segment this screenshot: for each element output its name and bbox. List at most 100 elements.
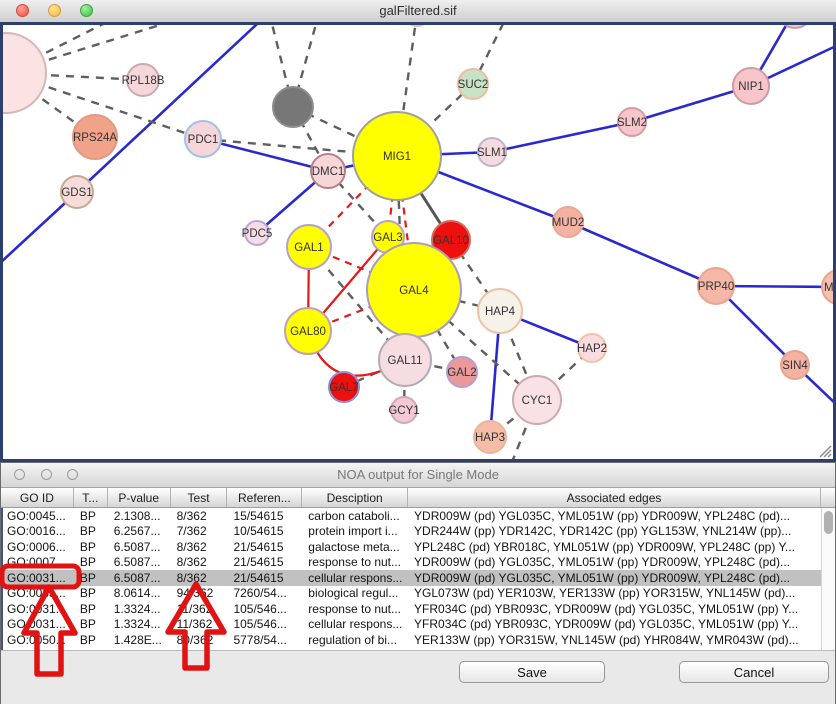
column-header-reference[interactable]: Referen... (227, 488, 303, 507)
cell-type: BP (79, 539, 96, 554)
cell-type: BP (79, 508, 96, 523)
column-header-p-value[interactable]: P-value (108, 488, 171, 507)
cell-associated-edges: YDR009W (pd) YGL035C, YML051W (pp) YDR00… (414, 555, 790, 570)
node-label: MUD2 (552, 217, 585, 229)
zoom-button[interactable] (80, 4, 93, 17)
network-edge (510, 399, 539, 462)
network-node-slm1[interactable] (477, 137, 507, 167)
network-node-gal11[interactable] (378, 333, 432, 387)
cell-associated-edges: YPL248C (pd) YBR018C, YML051W (pp) YDR00… (414, 539, 795, 554)
minimize-button[interactable] (48, 4, 61, 17)
column-header-type[interactable]: T... (74, 488, 108, 507)
network-node-gray[interactable] (272, 86, 314, 128)
network-node-mig1[interactable] (352, 111, 442, 201)
network-node-nip1[interactable] (732, 67, 770, 105)
network-node-gcy1[interactable] (390, 396, 418, 424)
scrollbar-thumb[interactable] (824, 511, 833, 534)
column-header-go-id[interactable]: GO ID (1, 488, 74, 507)
network-edge (0, 191, 78, 264)
node-label: HAP4 (485, 306, 516, 318)
network-node-hap3[interactable] (473, 420, 507, 454)
network-node-hap2[interactable] (577, 333, 607, 363)
cell-description: response to nut... (308, 601, 402, 616)
cell-associated-edges: YGL073W (pd) YER103W, YER133W (pp) YOR31… (414, 586, 796, 601)
table-row[interactable]: GO:0050... BP 1.428E... 80/362 5778/54... reg… (3, 632, 823, 648)
cell-p-value: 1.428E... (113, 632, 162, 647)
table-row[interactable]: GO:0016... BP 6.2567... 7/362 10/54615 protei… (3, 524, 823, 540)
network-edge (491, 120, 633, 154)
close-button-inactive[interactable] (14, 469, 25, 480)
network-node-suc2[interactable] (457, 68, 489, 100)
network-window-titlebar: galFiltered.sif (0, 0, 836, 23)
network-node-rpl18b[interactable] (126, 63, 160, 97)
cancel-button[interactable]: Cancel (679, 661, 829, 683)
vertical-scrollbar[interactable] (821, 508, 835, 650)
network-node-dmc1[interactable] (310, 153, 346, 189)
network-node-gal1[interactable] (286, 224, 332, 270)
table-row[interactable]: GO:0031... BP 6.5087... 8/362 21/54615 cellul… (3, 570, 823, 586)
cell-p-value: 6.5087... (113, 539, 161, 554)
resize-grip-icon[interactable] (819, 445, 832, 458)
cell-reference: 7260/54... (233, 586, 287, 601)
network-node-gal80[interactable] (284, 307, 332, 355)
network-node-hap4[interactable] (477, 288, 523, 334)
close-button[interactable] (16, 4, 29, 17)
network-node-prp40[interactable] (697, 267, 735, 305)
table-row[interactable]: GO:0006... BP 6.5087... 8/362 21/54615 galact… (3, 539, 823, 555)
network-node-slm2[interactable] (617, 107, 647, 137)
table-row[interactable]: GO:0065... BP 8.0614... 94/362 7260/54... bio… (3, 586, 823, 602)
noa-window: NOA output for Single Mode GO ID T... P-va… (0, 462, 836, 704)
network-node-gds1[interactable] (60, 175, 94, 209)
network-node-mud2[interactable] (552, 206, 584, 238)
network-edge (567, 220, 717, 288)
cell-test: 8/362 (176, 555, 207, 570)
network-node-msl5[interactable] (821, 269, 836, 305)
column-header-associated-edges[interactable]: Associated edges (408, 488, 822, 507)
network-edge (202, 137, 398, 158)
cell-go-id: GO:0050... (7, 632, 66, 647)
column-header-test[interactable]: Test (171, 488, 228, 507)
header-scroll-corner (821, 488, 835, 507)
resize-grip-icon[interactable] (827, 453, 832, 458)
network-edge (631, 84, 752, 124)
node-label: GAL1 (294, 242, 323, 254)
table-row[interactable]: GO:0007... BP 6.5087... 8/362 21/54615 respon… (3, 555, 823, 571)
table-row[interactable]: GO:0031... BP 1.3324... 11/362 105/546... cel… (3, 617, 823, 633)
cell-p-value: 6.5087... (113, 555, 161, 570)
node-label: HAP3 (475, 432, 505, 444)
cell-description: carbon cataboli... (308, 508, 400, 523)
cell-test: 8/362 (176, 508, 207, 523)
noa-window-title: NOA output for Single Mode (337, 467, 499, 482)
save-button[interactable]: Save (459, 661, 605, 683)
cell-associated-edges: YER133W (pp) YOR315W, YNL145W (pd) YHR08… (414, 632, 799, 647)
zoom-button-inactive[interactable] (67, 469, 78, 480)
network-node-pdc5[interactable] (244, 220, 270, 246)
node-label: GAL11 (388, 355, 423, 367)
noa-window-titlebar: NOA output for Single Mode (1, 463, 835, 488)
minimize-button-inactive[interactable] (41, 469, 52, 480)
network-node-gal2[interactable] (446, 356, 478, 388)
node-label: PDC1 (188, 134, 219, 146)
cell-description: cellular respons... (308, 570, 403, 585)
network-node-bignode[interactable] (0, 32, 47, 114)
node-label: MIG1 (383, 151, 411, 163)
network-node-pdc1[interactable] (184, 120, 222, 158)
table-row[interactable]: GO:0045... BP 2.1308... 8/362 15/54615 carbon… (3, 508, 823, 524)
network-node-sin4[interactable] (780, 350, 810, 380)
network-canvas[interactable]: RPL18B RPS24A GDS1 PDC1 DMC1 MIG1 SUC2 SLM1 SLM2… (0, 22, 836, 462)
network-node-rps24a[interactable] (72, 114, 118, 160)
table-row[interactable]: GO:0031... BP 1.3324... 11/362 105/546... res… (3, 601, 823, 617)
table-body: GO:0045... BP 2.1308... 8/362 15/54615 carbon… (1, 508, 835, 650)
cell-type: BP (79, 617, 96, 632)
node-label: GAL80 (290, 326, 326, 338)
network-node-cyc1[interactable] (512, 375, 562, 425)
cell-reference: 21/54615 (233, 539, 284, 554)
resize-grip-icon[interactable] (823, 449, 832, 458)
node-label: SIN4 (782, 360, 808, 372)
cell-go-id: GO:0031... (7, 617, 66, 632)
cell-test: 94/362 (176, 586, 214, 601)
network-node-gal10[interactable] (431, 220, 471, 260)
network-node-gal7[interactable] (328, 371, 360, 403)
cell-associated-edges: YFR034C (pd) YBR093C, YDR009W (pd) YGL03… (414, 601, 799, 616)
column-header-description[interactable]: Desciption (302, 488, 409, 507)
